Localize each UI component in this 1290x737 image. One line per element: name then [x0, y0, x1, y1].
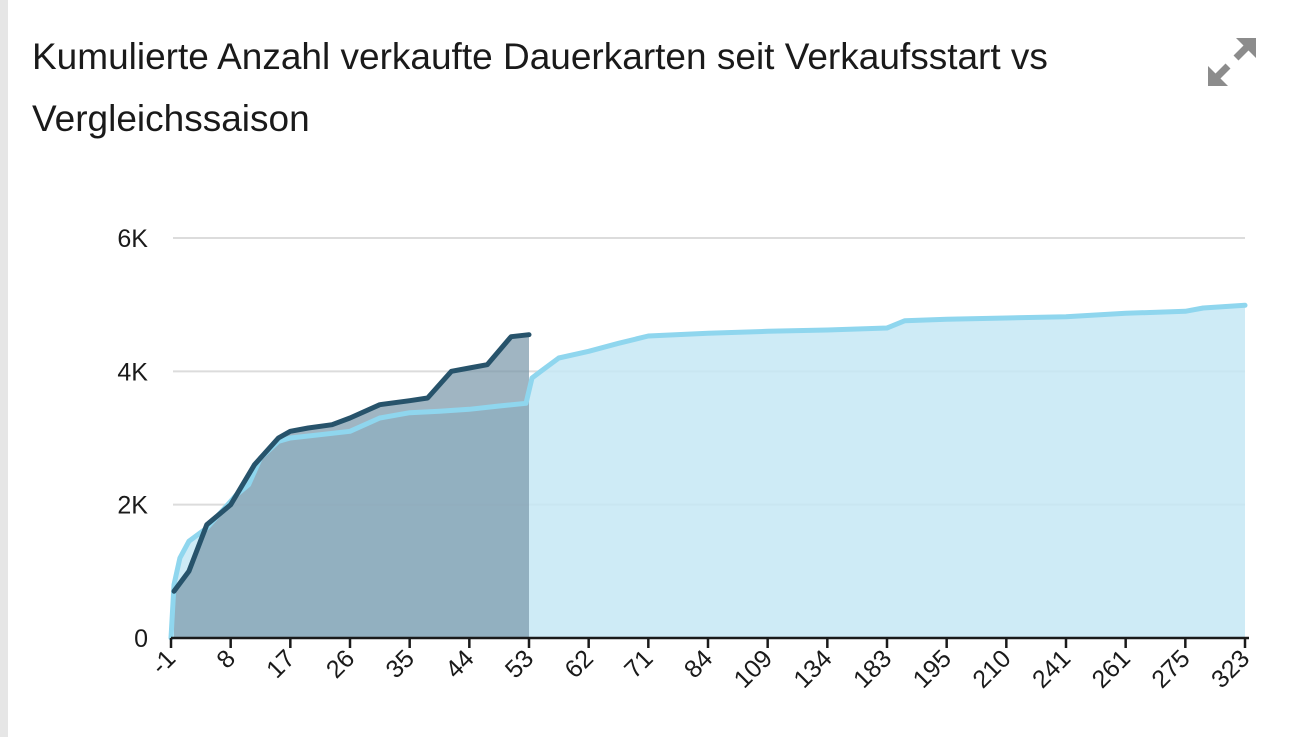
x-tick-label: 323	[1206, 644, 1255, 693]
x-tick-label: 17	[261, 644, 300, 683]
y-tick-label: 2K	[117, 492, 148, 520]
x-tick-label: 241	[1027, 644, 1076, 693]
y-tick-label: 0	[134, 625, 148, 653]
x-tick-label: 35	[380, 644, 419, 683]
x-tick-label: 53	[500, 644, 539, 683]
left-edge-bar	[0, 0, 8, 737]
x-tick-label: 261	[1087, 644, 1136, 693]
x-tick-label: 210	[967, 644, 1016, 693]
x-tick-label: -1	[146, 644, 182, 680]
x-tick-label: 44	[440, 644, 480, 684]
y-axis-labels: 0 2K 4K 6K	[117, 225, 148, 653]
chart-lines	[168, 302, 1248, 641]
x-tick-label: 109	[729, 644, 778, 693]
x-tick-label: 26	[321, 644, 360, 683]
x-tick-label: 134	[788, 644, 837, 693]
current-series-area	[174, 334, 529, 638]
x-tick-label: 275	[1146, 644, 1195, 693]
x-tick-label: 71	[619, 644, 658, 683]
x-axis	[169, 636, 1249, 648]
expand-arrows-icon[interactable]	[1204, 34, 1260, 90]
chart-card: Kumulierte Anzahl verkaufte Dauerkarten …	[8, 0, 1290, 737]
x-tick-label: 84	[679, 644, 719, 684]
x-tick-label: 62	[559, 644, 598, 683]
x-tick-label: 8	[211, 644, 241, 674]
x-tick-label: 183	[848, 644, 897, 693]
x-axis-labels: -1 8 17 26 35 44 53 62 71 84 109 134 183 195 210 241 261…	[146, 644, 1256, 693]
chart-title: Kumulierte Anzahl verkaufte Dauerkarten …	[32, 36, 1048, 139]
chart-areas	[171, 305, 1245, 638]
y-tick-label: 4K	[117, 358, 148, 386]
x-tick-label: 195	[908, 644, 957, 693]
y-tick-label: 6K	[117, 225, 148, 253]
current-series-line	[171, 332, 532, 594]
